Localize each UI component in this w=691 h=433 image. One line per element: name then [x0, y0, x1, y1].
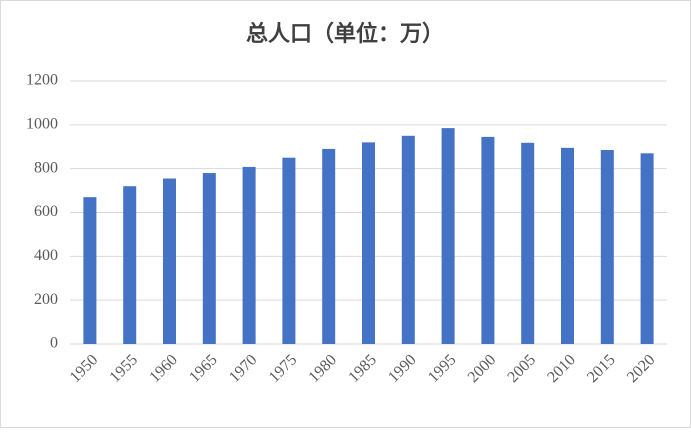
bar: [441, 128, 455, 344]
chart-title: 总人口（单位：万）: [246, 21, 444, 47]
bar: [401, 135, 415, 344]
bar: [481, 136, 495, 344]
bar: [282, 157, 296, 344]
y-tick-label: 1200: [26, 72, 58, 89]
bar: [640, 153, 654, 344]
bar: [362, 142, 375, 344]
y-tick-label: 600: [34, 203, 58, 220]
bar: [83, 197, 97, 344]
bar: [600, 150, 614, 344]
bar: [561, 147, 574, 344]
y-tick-label: 200: [34, 291, 58, 308]
bar: [163, 178, 176, 344]
bar: [242, 166, 256, 344]
y-tick-label: 0: [50, 335, 58, 352]
bar: [123, 186, 137, 344]
y-tick-label: 1000: [26, 116, 58, 133]
y-tick-label: 400: [34, 247, 58, 264]
bar: [202, 173, 216, 344]
y-tick-label: 800: [34, 159, 58, 176]
bar: [322, 148, 336, 344]
bar: [521, 142, 535, 344]
